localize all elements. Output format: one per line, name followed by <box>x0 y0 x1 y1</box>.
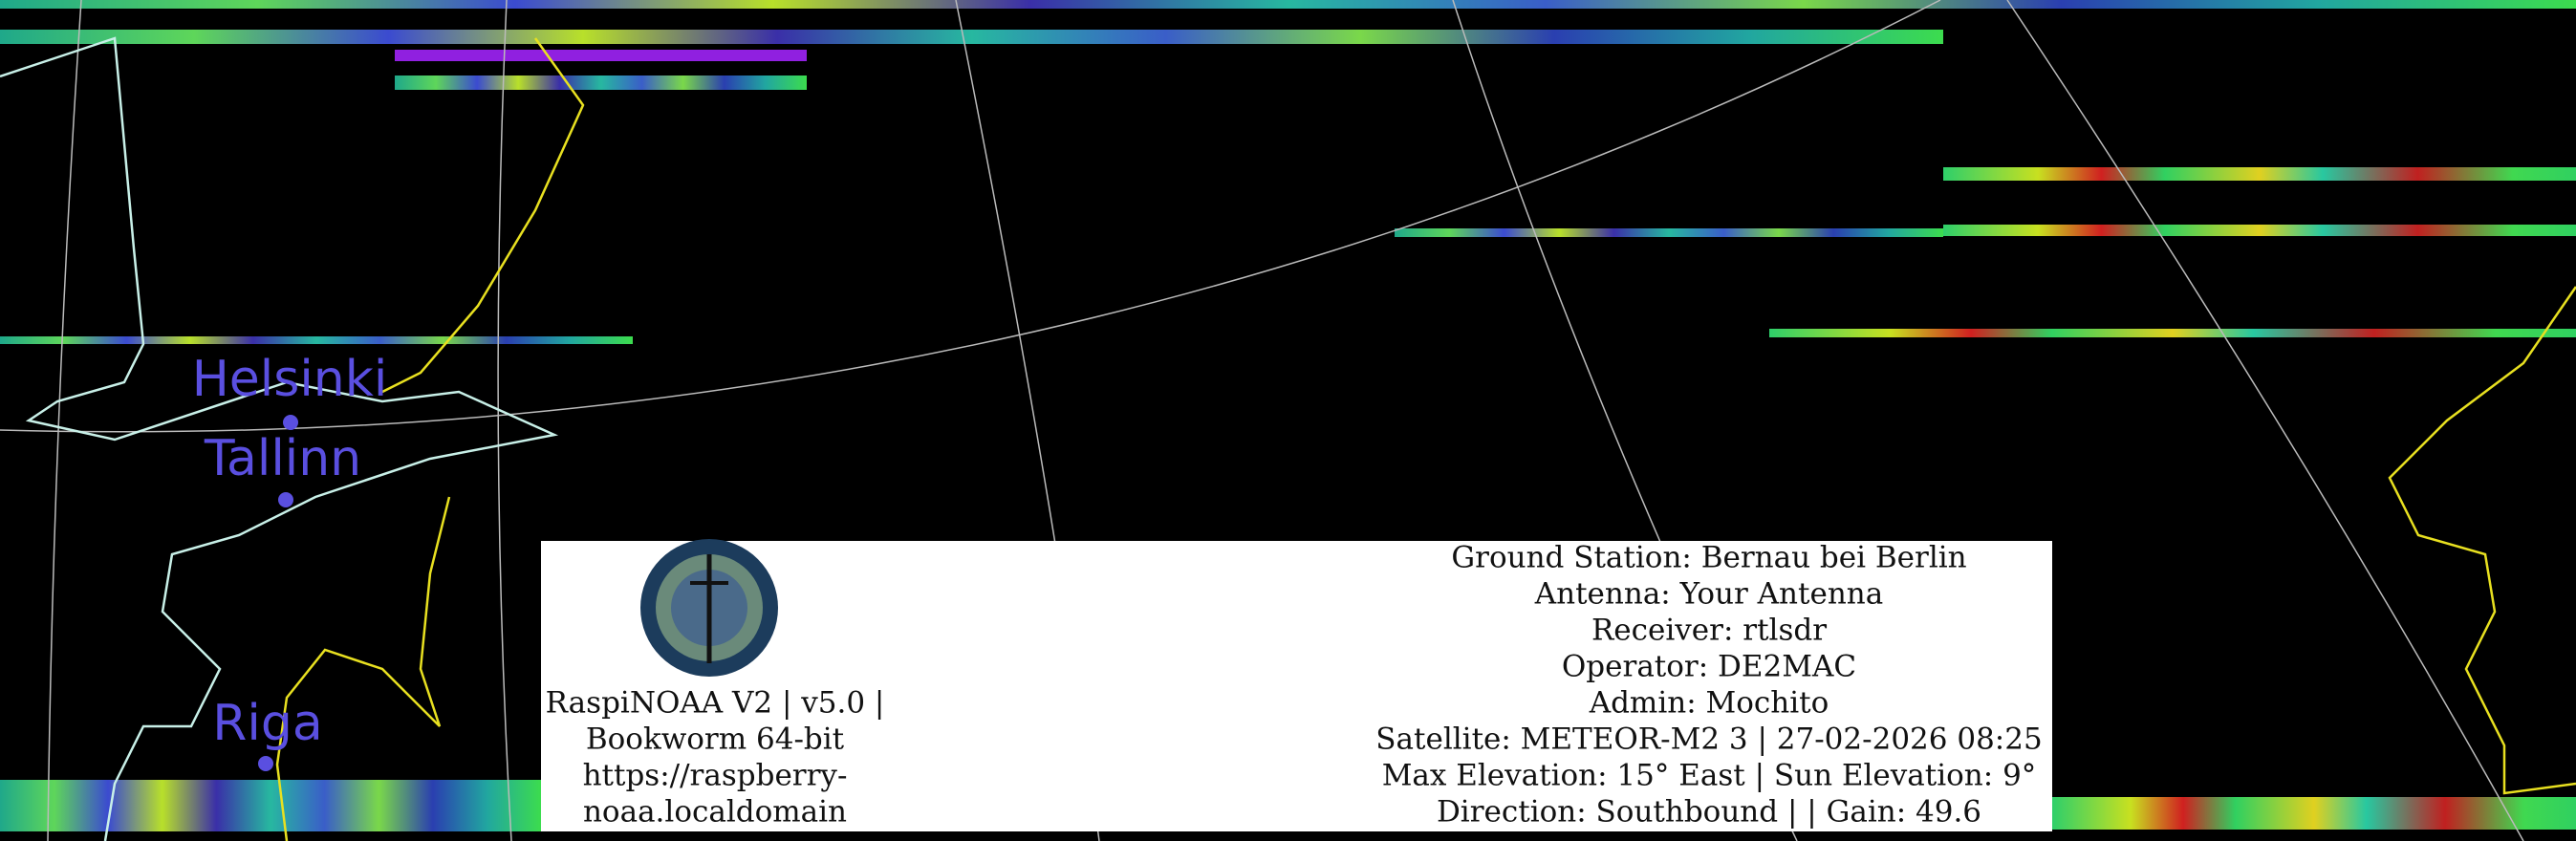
station-info-right: Ground Station: Bernau bei BerlinAntenna… <box>1375 541 2042 830</box>
info-line: Receiver: rtlsdr <box>1591 614 1827 648</box>
city-dot <box>283 415 298 430</box>
info-line: RaspiNOAA V2 | v5.0 | <box>546 686 885 721</box>
info-line: Bookworm 64-bit <box>586 722 845 757</box>
city-dot <box>258 756 273 771</box>
info-panel: RaspiNOAA V2 | v5.0 |Bookworm 64-bithttp… <box>541 539 2052 831</box>
info-line: Operator: DE2MAC <box>1562 650 1856 684</box>
city-label: Helsinki <box>192 351 388 408</box>
info-line: https://raspberry- <box>583 759 848 793</box>
city-dot <box>278 492 293 507</box>
info-line: Admin: Mochito <box>1589 686 1829 721</box>
logo <box>640 539 778 677</box>
info-line: Antenna: Your Antenna <box>1534 577 1884 612</box>
info-line: noaa.localdomain <box>583 795 847 830</box>
info-background <box>541 541 2052 831</box>
info-line: Satellite: METEOR-M2 3 | 27-02-2026 08:2… <box>1375 722 2042 757</box>
coastlines <box>0 36 2576 841</box>
city-markers: Helsinki Tallinn Riga <box>192 351 388 771</box>
city-label: Tallinn <box>204 430 361 487</box>
station-info-left: RaspiNOAA V2 | v5.0 |Bookworm 64-bithttp… <box>546 686 885 830</box>
info-line: Ground Station: Bernau bei Berlin <box>1451 541 1966 575</box>
info-line: Direction: Southbound | | Gain: 49.6 <box>1437 795 1981 830</box>
info-line: Max Elevation: 15° East | Sun Elevation:… <box>1382 759 2037 793</box>
city-label: Riga <box>212 695 322 752</box>
